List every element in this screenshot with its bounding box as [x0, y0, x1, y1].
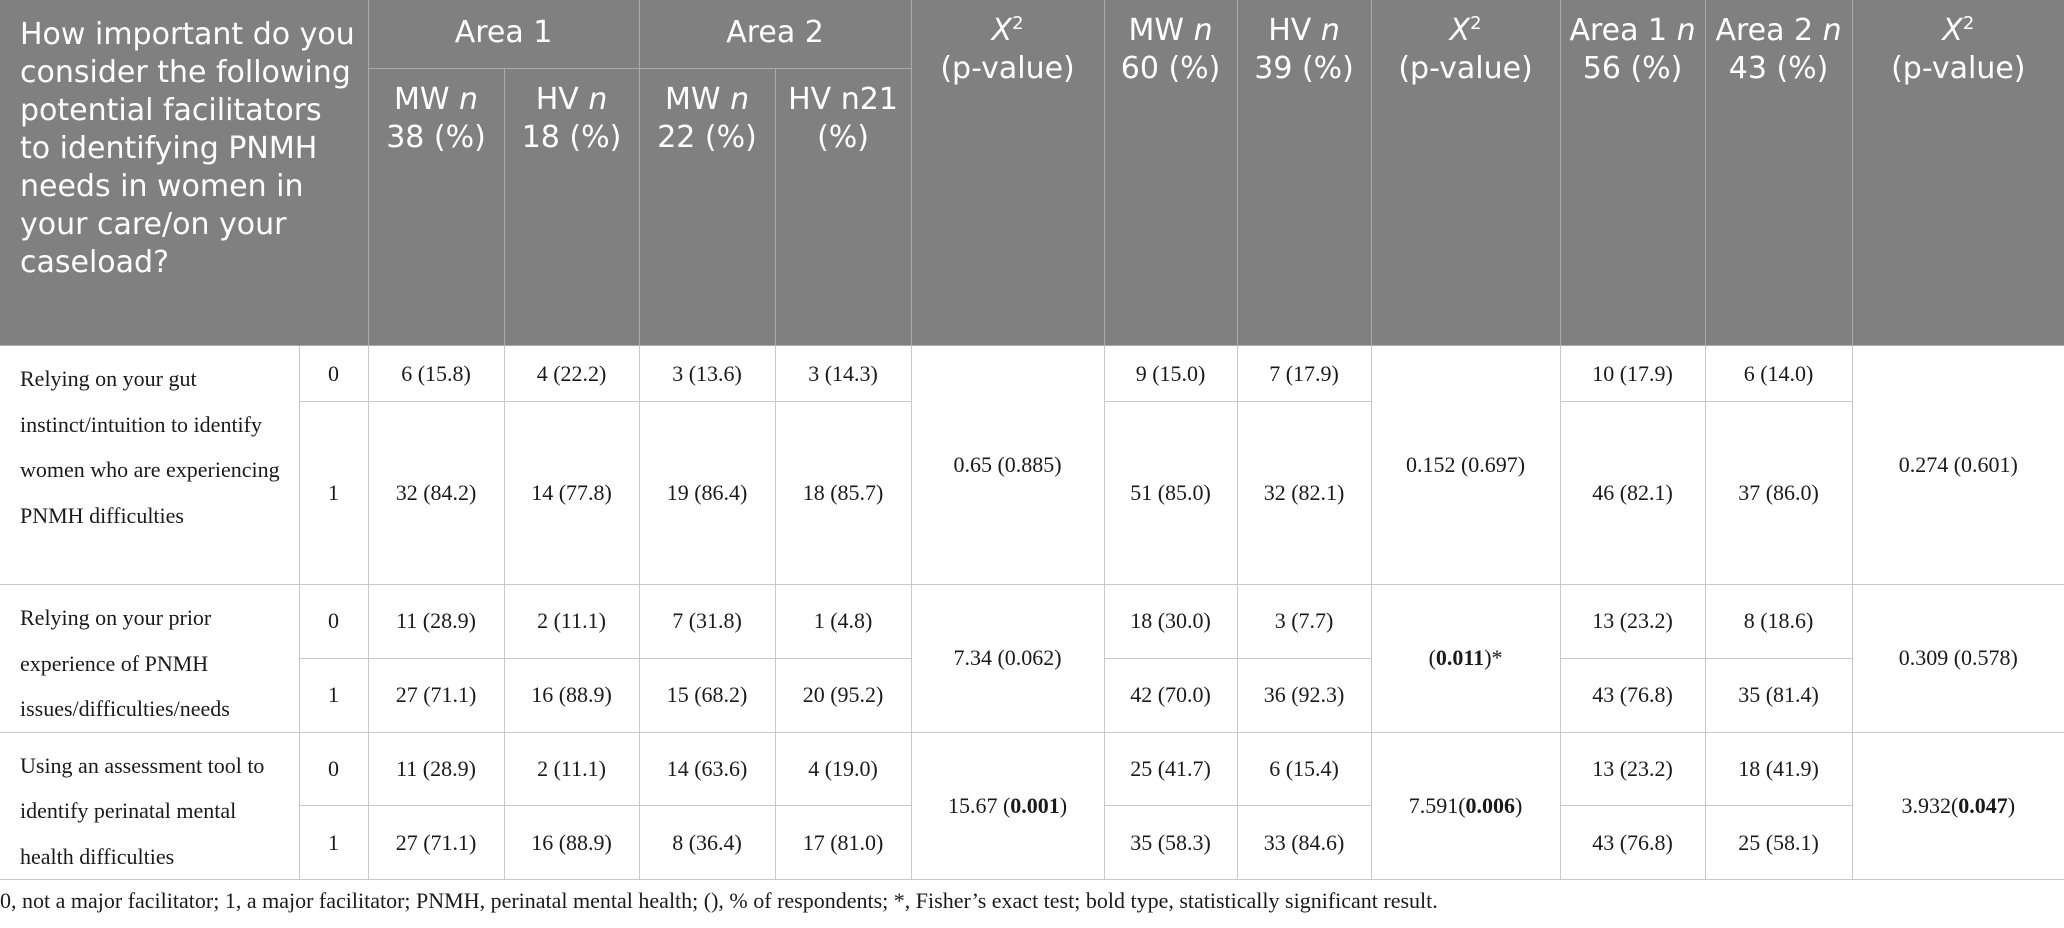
value-cell: 33 (84.6): [1236, 805, 1372, 880]
area2-total-header: Area 2 n 43 (%): [1705, 0, 1853, 346]
value-cell: 27 (71.1): [367, 805, 505, 880]
a1-mw-header: MW n 38 (%): [368, 68, 505, 346]
area1-header: Area 1: [368, 0, 640, 69]
row-label: Relying on your gut instinct/intuition t…: [0, 345, 300, 585]
code-cell: 1: [298, 805, 369, 880]
value-cell: 15 (68.2): [638, 657, 776, 733]
value-cell: 43 (76.8): [1559, 805, 1706, 880]
value-cell: 36 (92.3): [1236, 657, 1372, 733]
chi-header-3: X2 (p-value): [1852, 0, 2064, 346]
value-cell: 18 (41.9): [1704, 731, 1853, 807]
chi-header-2: X2 (p-value): [1371, 0, 1561, 346]
value-cell: 14 (63.6): [638, 731, 776, 807]
chi-cell: 15.67 (0.001): [910, 731, 1105, 880]
value-cell: 4 (19.0): [774, 731, 912, 807]
value-cell: 16 (88.9): [503, 657, 640, 733]
value-cell: 17 (81.0): [774, 805, 912, 880]
table-row: 1 32 (84.2) 14 (77.8) 19 (86.4) 18 (85.7…: [0, 401, 2064, 585]
hv-total-header: HV n 39 (%): [1237, 0, 1372, 346]
chi-cell: 7.591(0.006): [1370, 731, 1561, 880]
chi-header-1: X2 (p-value): [911, 0, 1105, 346]
row-label: Using an assessment tool to identify per…: [0, 731, 300, 880]
table-row: 1 27 (71.1) 16 (88.9) 8 (36.4) 17 (81.0)…: [0, 805, 2064, 880]
value-cell: 51 (85.0): [1103, 401, 1238, 585]
value-cell: 8 (36.4): [638, 805, 776, 880]
question-header: How important do you consider the follow…: [0, 0, 369, 346]
table-row: Relying on your prior experience of PNMH…: [0, 584, 2064, 733]
code-cell: 1: [298, 657, 369, 733]
value-cell: 3 (14.3): [774, 345, 912, 402]
value-cell: 13 (23.2): [1559, 584, 1706, 659]
value-cell: 3 (7.7): [1236, 584, 1372, 659]
row-label: Relying on your prior experience of PNMH…: [0, 584, 300, 733]
a2-mw-header: MW n 22 (%): [639, 68, 776, 346]
value-cell: 10 (17.9): [1559, 345, 1706, 402]
table-row: 1 27 (71.1) 16 (88.9) 15 (68.2) 20 (95.2…: [0, 657, 2064, 733]
code-cell: 0: [298, 731, 369, 807]
value-cell: 11 (28.9): [367, 584, 505, 659]
value-cell: 20 (95.2): [774, 657, 912, 733]
value-cell: 1 (4.8): [774, 584, 912, 659]
value-cell: 2 (11.1): [503, 731, 640, 807]
chi-cell: 0.309 (0.578): [1851, 584, 2064, 733]
value-cell: 18 (30.0): [1103, 584, 1238, 659]
value-cell: 32 (82.1): [1236, 401, 1372, 585]
value-cell: 18 (85.7): [774, 401, 912, 585]
value-cell: 42 (70.0): [1103, 657, 1238, 733]
value-cell: 46 (82.1): [1559, 401, 1706, 585]
area2-header: Area 2: [639, 0, 912, 69]
table-footnote: 0, not a major facilitator; 1, a major f…: [0, 888, 1438, 913]
value-cell: 4 (22.2): [503, 345, 640, 402]
chi-cell: 0.274 (0.601): [1851, 345, 2064, 585]
value-cell: 7 (31.8): [638, 584, 776, 659]
mw-total-header: MW n 60 (%): [1104, 0, 1238, 346]
value-cell: 9 (15.0): [1103, 345, 1238, 402]
value-cell: 25 (58.1): [1704, 805, 1853, 880]
value-cell: 2 (11.1): [503, 584, 640, 659]
chi-cell: (0.011)*: [1370, 584, 1561, 733]
table-row: Using an assessment tool to identify per…: [0, 731, 2064, 880]
value-cell: 35 (81.4): [1704, 657, 1853, 733]
value-cell: 27 (71.1): [367, 657, 505, 733]
value-cell: 19 (86.4): [638, 401, 776, 585]
results-table: How important do you consider the follow…: [0, 0, 2064, 880]
value-cell: 16 (88.9): [503, 805, 640, 880]
value-cell: 32 (84.2): [367, 401, 505, 585]
value-cell: 25 (41.7): [1103, 731, 1238, 807]
chi-cell: 0.152 (0.697): [1370, 345, 1561, 585]
value-cell: 8 (18.6): [1704, 584, 1853, 659]
value-cell: 6 (15.4): [1236, 731, 1372, 807]
chi-cell: 0.65 (0.885): [910, 345, 1105, 585]
table-row: Relying on your gut instinct/intuition t…: [0, 345, 2064, 585]
chi-cell: 7.34 (0.062): [910, 584, 1105, 733]
value-cell: 3 (13.6): [638, 345, 776, 402]
chi-cell: 3.932(0.047): [1851, 731, 2064, 880]
code-cell: 0: [298, 345, 369, 402]
value-cell: 13 (23.2): [1559, 731, 1706, 807]
value-cell: 43 (76.8): [1559, 657, 1706, 733]
value-cell: 7 (17.9): [1236, 345, 1372, 402]
value-cell: 11 (28.9): [367, 731, 505, 807]
code-cell: 1: [298, 401, 369, 585]
area1-total-header: Area 1 n 56 (%): [1560, 0, 1706, 346]
value-cell: 6 (14.0): [1704, 345, 1853, 402]
code-cell: 0: [298, 584, 369, 659]
a2-hv-header: HV n21 (%): [775, 68, 912, 346]
value-cell: 14 (77.8): [503, 401, 640, 585]
value-cell: 6 (15.8): [367, 345, 505, 402]
a1-hv-header: HV n 18 (%): [504, 68, 640, 346]
value-cell: 37 (86.0): [1704, 401, 1853, 585]
value-cell: 35 (58.3): [1103, 805, 1238, 880]
